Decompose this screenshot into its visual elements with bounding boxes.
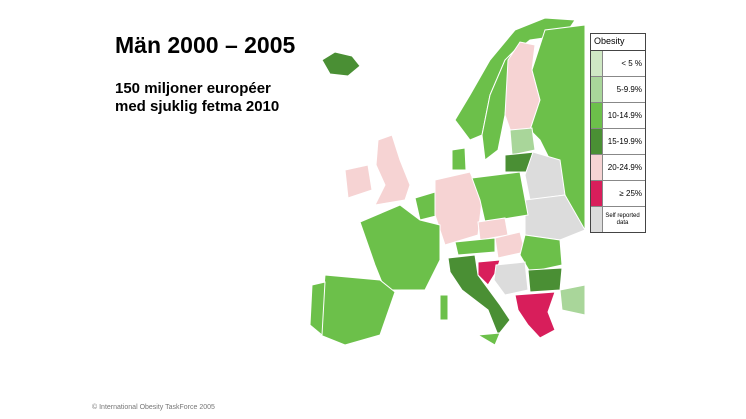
legend-label: 20-24.9% — [607, 163, 642, 172]
legend-item: Self reported data — [591, 207, 645, 232]
legend-item: 20-24.9% — [591, 155, 645, 181]
austria — [454, 237, 496, 256]
legend-rows: < 5 % 5-9.9% 10-14.9% 15-19.9% 20-24.9% ≥ 25%… — [591, 51, 645, 232]
belarus — [524, 151, 566, 201]
greece — [514, 291, 556, 339]
legend-swatch — [591, 207, 603, 232]
legend-title: Obesity — [591, 34, 645, 51]
turkey — [559, 284, 586, 316]
subtitle-line: 150 miljoner européer — [115, 80, 271, 97]
legend-label: 10-14.9% — [607, 111, 642, 120]
uk — [374, 134, 411, 206]
legend-swatch — [591, 103, 603, 128]
sicily — [476, 332, 501, 346]
ukraine — [524, 194, 586, 241]
baltics — [509, 127, 536, 156]
legend-item: ≥ 25% — [591, 181, 645, 207]
legend-swatch — [591, 77, 603, 102]
poland — [471, 171, 529, 223]
portugal — [309, 281, 326, 337]
subtitle-line: med sjuklig fetma 2010 — [115, 98, 280, 115]
legend-label: < 5 % — [621, 59, 642, 68]
legend-swatch — [591, 155, 603, 180]
balkans — [493, 261, 529, 296]
legend-swatch — [591, 51, 603, 76]
legend-label: ≥ 25% — [619, 189, 642, 198]
croatia — [477, 259, 501, 286]
legend-item: 5-9.9% — [591, 77, 645, 103]
legend-label: 15-19.9% — [607, 137, 642, 146]
spain — [319, 274, 396, 346]
denmark — [451, 147, 467, 171]
bulgaria — [527, 267, 563, 293]
sardinia — [439, 294, 449, 321]
france — [359, 204, 441, 291]
ireland — [344, 164, 373, 199]
legend-swatch — [591, 129, 603, 154]
legend: Obesity < 5 % 5-9.9% 10-14.9% 15-19.9% 20-24… — [590, 33, 646, 233]
legend-item: 15-19.9% — [591, 129, 645, 155]
legend-swatch — [591, 181, 603, 206]
germany — [434, 171, 483, 246]
footer: © International Obesity TaskForce 2005 — [92, 404, 215, 411]
iceland — [321, 51, 361, 77]
legend-item: < 5 % — [591, 51, 645, 77]
romania — [519, 234, 563, 273]
title: Män 2000 – 2005 — [115, 32, 296, 58]
legend-label: Self reported data — [605, 212, 640, 226]
legend-item: 10-14.9% — [591, 103, 645, 129]
italy — [447, 254, 511, 336]
legend-label: 5-9.9% — [616, 85, 642, 94]
